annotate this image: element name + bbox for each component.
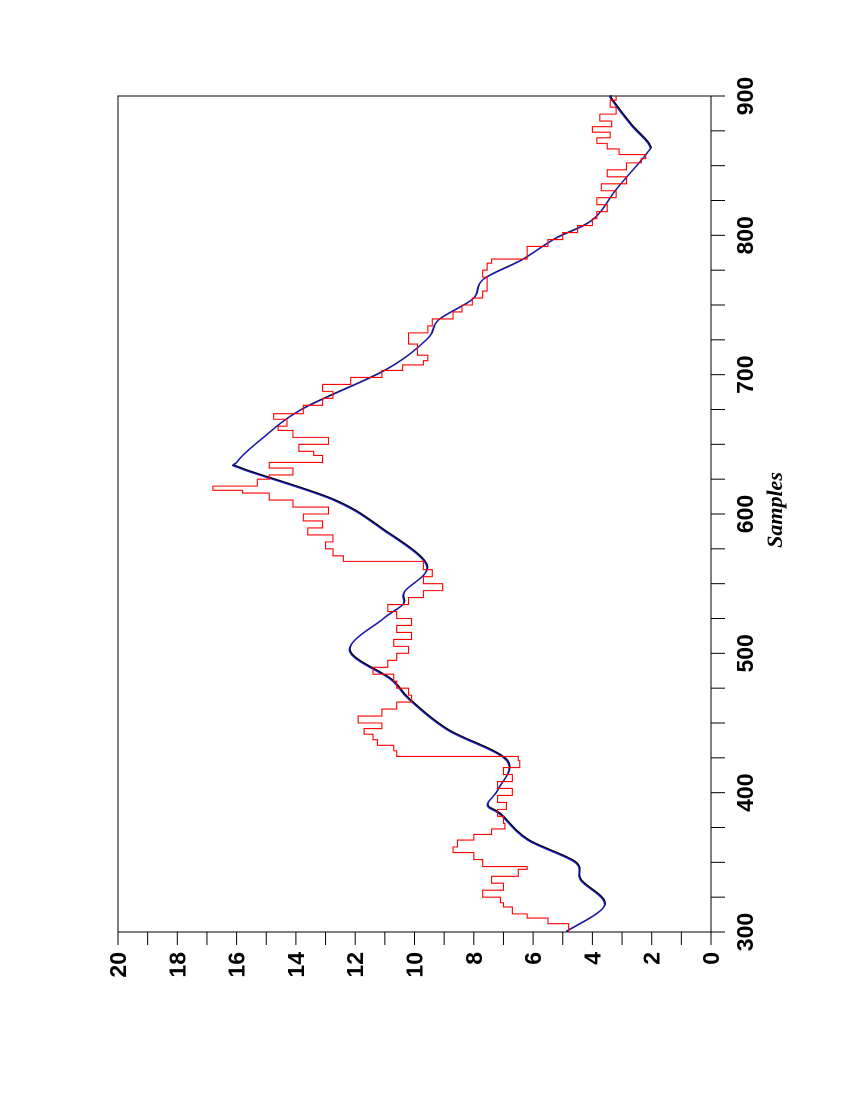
y-tick-label: 2: [639, 952, 665, 965]
plot-frame: [117, 95, 712, 933]
y-tick-label: 12: [342, 952, 368, 978]
y-tick-label: 6: [520, 952, 546, 965]
series-line-raw: [212, 96, 647, 932]
y-tick-label: 20: [105, 952, 131, 978]
x-tick-label: 900: [732, 77, 758, 115]
x-tick-label: 400: [732, 773, 758, 811]
x-tick-label: 500: [732, 634, 758, 672]
series-line-smooth: [231, 95, 651, 933]
x-tick-label: 600: [732, 495, 758, 533]
y-axis: 0 2 4 6 8 10 12 14 16 18 20: [105, 932, 724, 978]
series-line-smooth-underlay: [232, 94, 652, 932]
x-tick-label: 300: [732, 913, 758, 951]
y-tick-label: 16: [224, 952, 250, 978]
y-tick-label: 8: [461, 952, 487, 965]
y-tick-label: 0: [698, 952, 724, 965]
x-axis-title: Samples: [762, 472, 787, 548]
y-tick-label: 14: [283, 952, 309, 978]
y-tick-label: 18: [164, 952, 190, 978]
plot-series: [212, 94, 652, 933]
x-tick-label: 700: [732, 355, 758, 393]
y-tick-label: 10: [402, 952, 428, 978]
x-axis: 300 400 500 600 700 800 900: [711, 77, 758, 951]
y-tick-label: 4: [579, 952, 605, 965]
x-tick-label: 800: [732, 216, 758, 254]
